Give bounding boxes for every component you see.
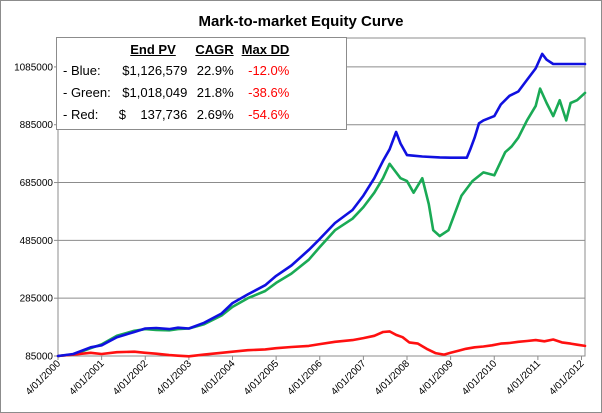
stats-header-max-dd: Max DD (241, 42, 290, 57)
x-tick-label: 4/01/2001 (68, 358, 108, 398)
x-tick-label: 4/01/2003 (155, 358, 195, 398)
stats-row-blue: - Blue: $1,126,579 22.9% -12.0% (61, 59, 293, 81)
series-lines (56, 52, 587, 358)
stats-max-dd: -38.6% (248, 84, 290, 100)
series-line-red (56, 330, 587, 358)
series-line-green (56, 87, 587, 358)
stats-max-dd: -54.6% (248, 106, 290, 122)
x-tick-label: 4/01/2010 (460, 358, 500, 398)
y-tick-label: 685000 (20, 178, 54, 189)
y-tick-label: 885000 (20, 120, 54, 131)
y-tick-label: 85000 (25, 352, 53, 363)
stats-row-red: - Red: $ 137,736 2.69% -54.6% (61, 103, 293, 125)
x-tick-label: 4/01/2000 (24, 358, 64, 398)
y-tick-label: 285000 (20, 294, 54, 305)
stats-max-dd: -12.0% (248, 62, 290, 78)
stats-header-row: End PV CAGR Max DD (61, 40, 293, 59)
y-axis-ticks: 85000 285000 485000 685000 885000 1085000 (14, 62, 58, 363)
stats-header-label (61, 40, 115, 59)
stats-label: - Green: (63, 84, 111, 100)
x-tick-label: 4/01/2008 (373, 358, 413, 398)
stats-row-green: - Green: $1,018,049 21.8% -38.6% (61, 81, 293, 103)
x-tick-label: 4/01/2004 (198, 358, 238, 398)
x-tick-label: 4/01/2009 (417, 358, 457, 398)
x-tick-label: 4/01/2005 (242, 358, 282, 398)
stats-end-pv: $ 137,736 (118, 106, 188, 122)
x-tick-label: 4/01/2007 (329, 358, 369, 398)
y-tick-label: 485000 (20, 236, 54, 247)
stats-cagr: 2.69% (196, 106, 234, 122)
stats-header-end-pv: End PV (130, 42, 176, 57)
stats-box: End PV CAGR Max DD - Blue: $1,126,579 22… (56, 37, 347, 130)
chart-title: Mark-to-market Equity Curve (198, 13, 403, 30)
x-tick-label: 4/01/2006 (286, 358, 326, 398)
stats-label: - Red: (63, 106, 99, 122)
stats-label: - Blue: (63, 62, 101, 78)
stats-end-pv: $1,018,049 (122, 84, 188, 100)
stats-table: End PV CAGR Max DD - Blue: $1,126,579 22… (61, 40, 293, 125)
stats-cagr: 22.9% (196, 62, 234, 78)
x-tick-label: 4/01/2012 (547, 358, 587, 398)
x-tick-label: 4/01/2002 (111, 358, 151, 398)
stats-end-pv: $1,126,579 (122, 62, 188, 78)
stats-header-cagr: CAGR (195, 42, 234, 57)
stats-cagr: 21.8% (196, 84, 234, 100)
x-axis-ticks: 4/01/2000 4/01/2001 4/01/2002 4/01/2003 4/01… (24, 356, 587, 398)
x-tick-label: 4/01/2011 (504, 358, 543, 397)
series-line-blue (56, 52, 587, 358)
y-tick-label: 1085000 (14, 62, 53, 73)
